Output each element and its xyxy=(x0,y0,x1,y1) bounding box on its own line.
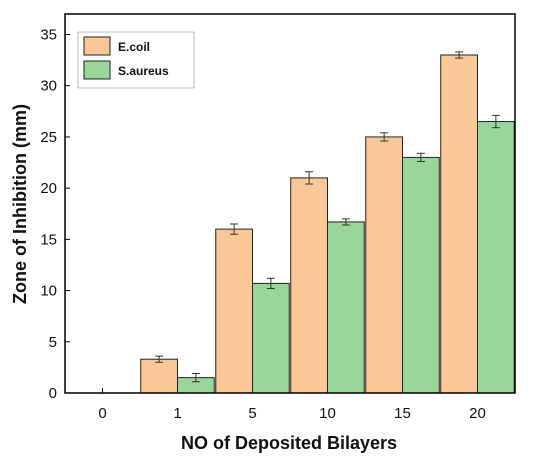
x-tick-label: 20 xyxy=(469,405,486,422)
bar xyxy=(402,156,440,394)
y-tick-label: 20 xyxy=(40,180,57,197)
bar xyxy=(365,136,403,394)
y-axis-title: Zone of Inhibition (mm) xyxy=(10,104,30,304)
x-tick-label: 0 xyxy=(98,405,106,422)
legend-label: E.coil xyxy=(118,40,150,54)
bar xyxy=(327,221,365,394)
bar xyxy=(215,228,253,394)
legend-label: S.aureus xyxy=(118,64,169,78)
x-tick-label: 10 xyxy=(319,405,336,422)
bars xyxy=(140,51,515,394)
y-tick-label: 35 xyxy=(40,26,57,43)
bar xyxy=(440,54,478,394)
bar xyxy=(477,121,515,394)
y-tick-label: 10 xyxy=(40,283,57,300)
legend-swatch xyxy=(83,36,111,56)
y-tick-label: 5 xyxy=(49,334,57,351)
legend: E.coil S.aureus xyxy=(77,31,195,89)
x-tick-label: 1 xyxy=(173,405,181,422)
bar xyxy=(140,358,178,394)
x-axis-title: NO of Deposited Bilayers xyxy=(181,433,397,453)
plot-area-frame xyxy=(64,13,516,394)
y-tick-label: 15 xyxy=(40,231,57,248)
y-axis-ticks: 0 5 10 15 20 25 30 35 xyxy=(40,26,70,402)
y-tick-label: 25 xyxy=(40,129,57,146)
bar xyxy=(252,282,290,394)
x-tick-label: 15 xyxy=(394,405,411,422)
bar xyxy=(290,177,328,394)
y-tick-label: 30 xyxy=(40,78,57,95)
x-tick-label: 5 xyxy=(248,405,256,422)
y-tick-label: 0 xyxy=(49,385,57,402)
legend-swatch xyxy=(83,60,111,80)
